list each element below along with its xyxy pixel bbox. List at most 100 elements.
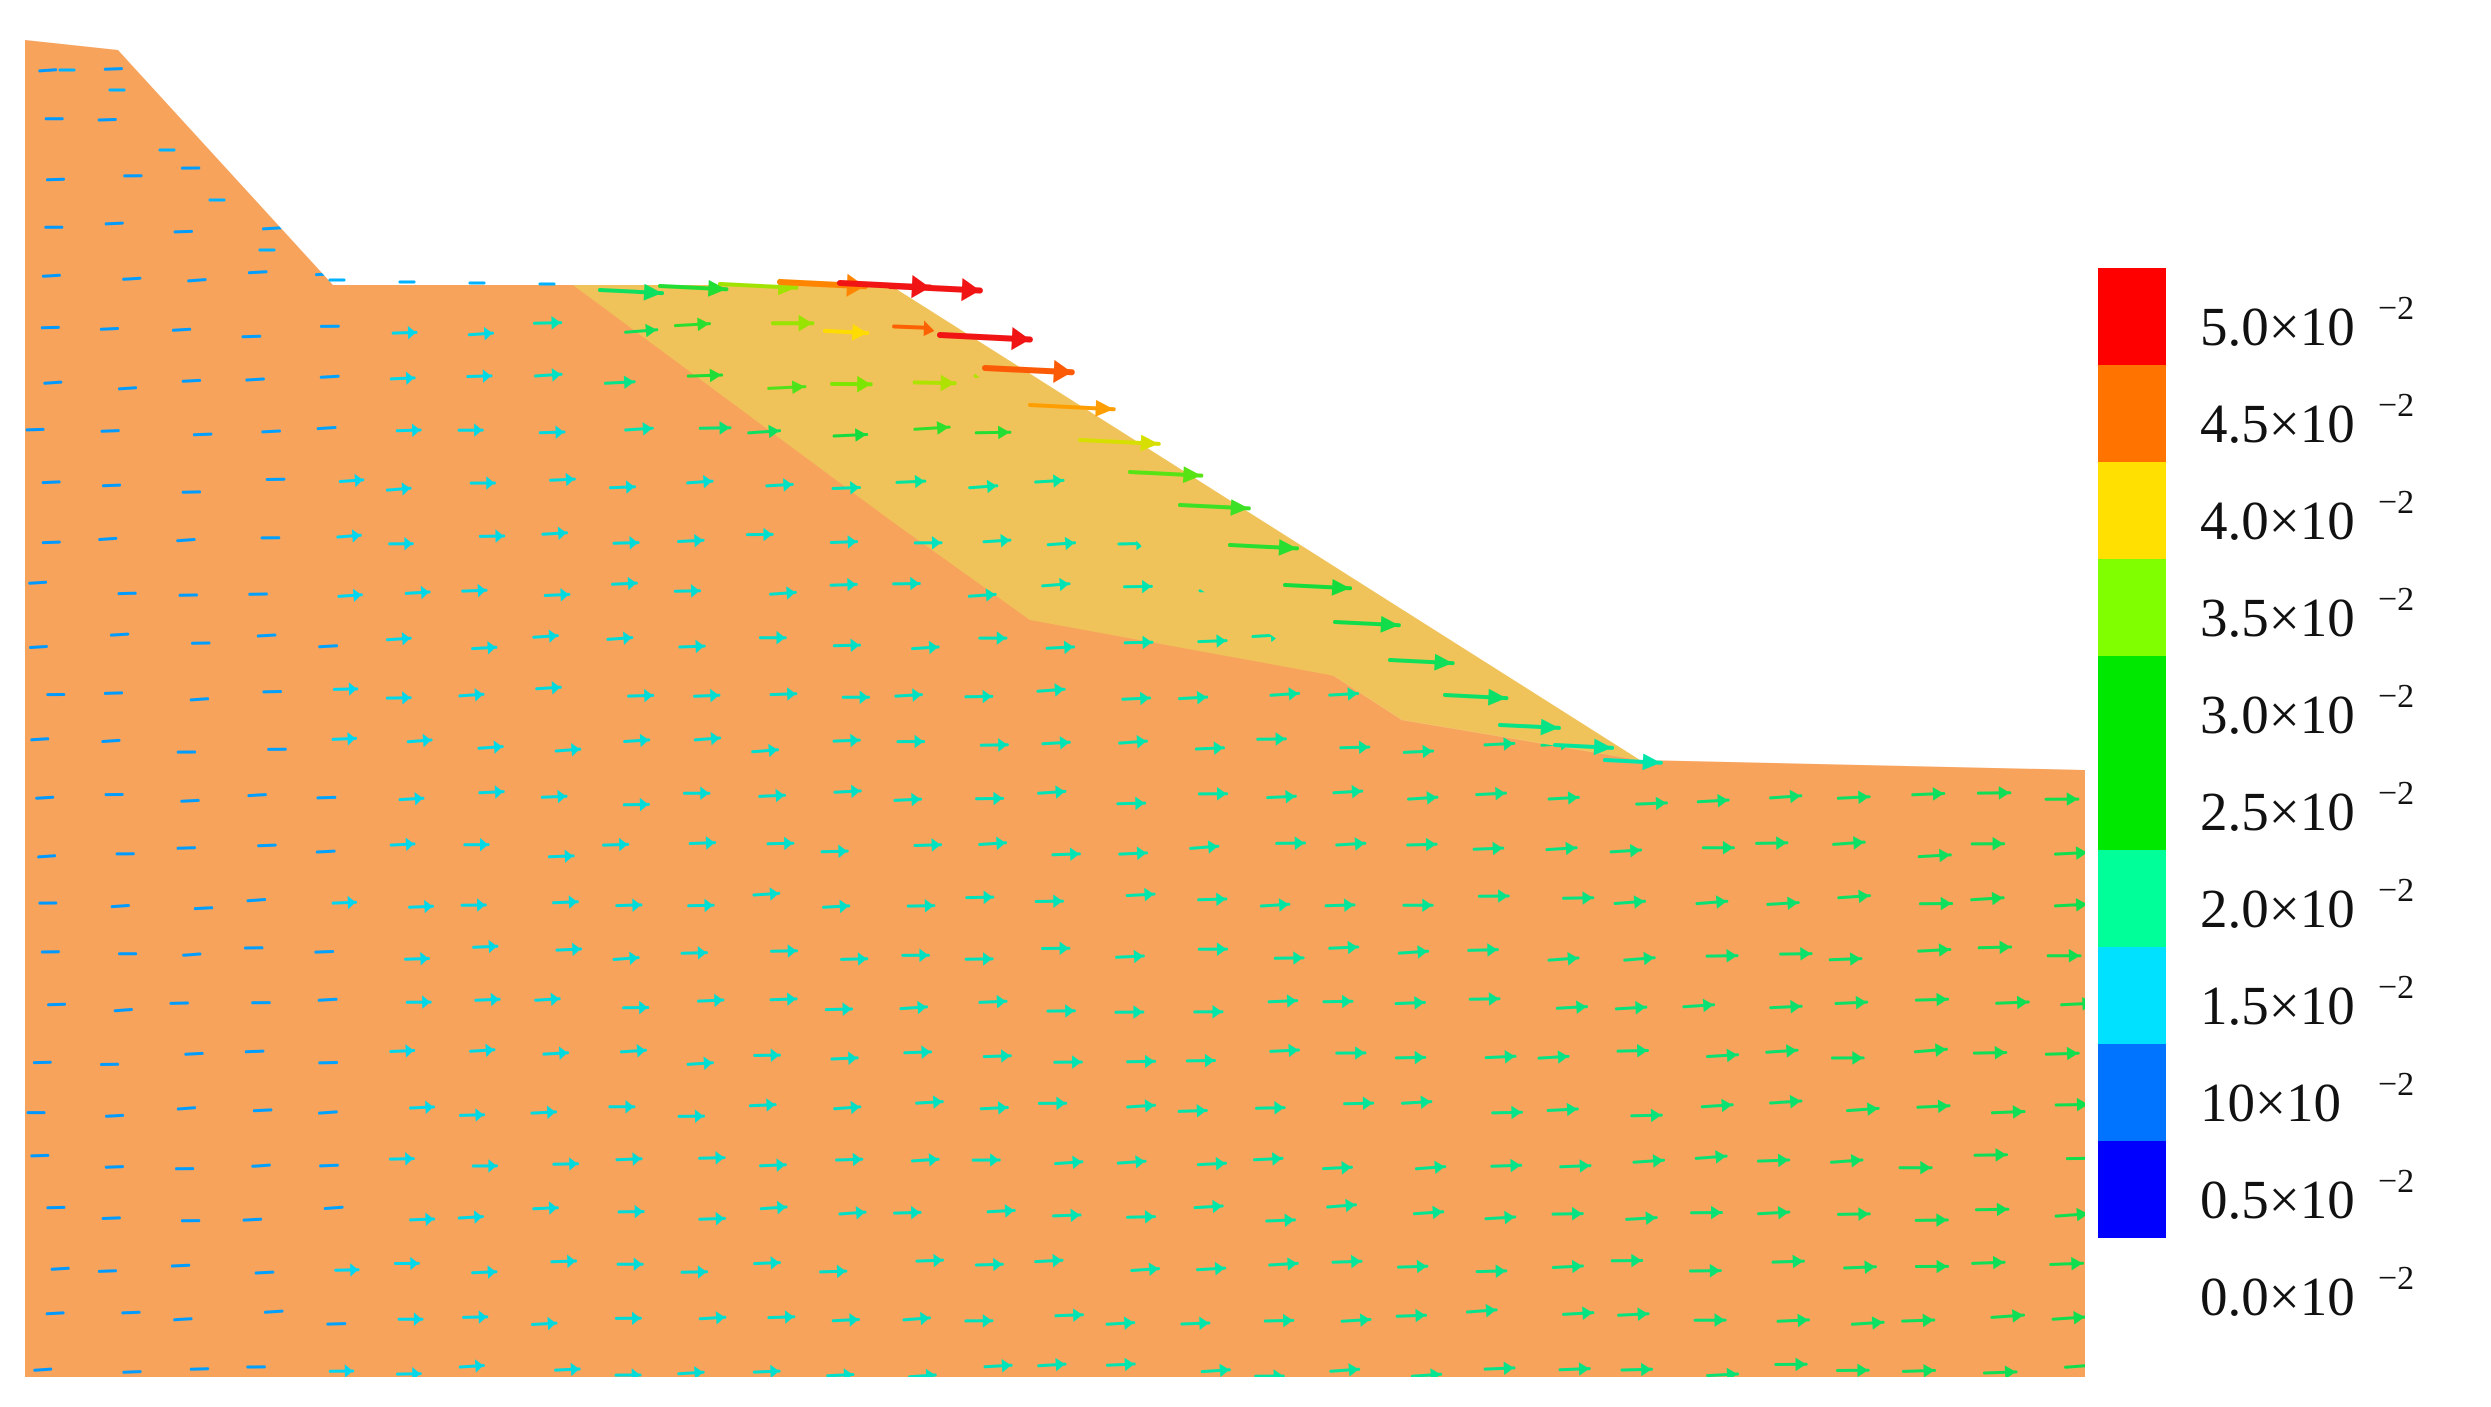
displacement-arrow — [1470, 329, 1502, 334]
arrow-head — [1347, 687, 1358, 701]
arrow-head — [708, 280, 727, 297]
displacement-arrow — [102, 483, 122, 488]
arrow-head — [847, 108, 857, 122]
arrow-head — [1789, 1094, 1801, 1109]
arrow-head — [798, 314, 813, 332]
arrow-head — [857, 952, 867, 966]
arrow-head — [921, 1045, 931, 1059]
sliding-mass-lower — [573, 285, 1640, 760]
arrow-head — [2003, 121, 2015, 136]
arrow-head — [1991, 891, 2004, 906]
arrow-head — [715, 1151, 725, 1165]
arrow-head — [1561, 423, 1572, 438]
displacement-arrow — [1193, 222, 1225, 229]
arrow-head — [488, 939, 497, 954]
arrow-head — [485, 1043, 494, 1058]
arrow-head — [1650, 1108, 1662, 1123]
arrow-head — [1936, 992, 1948, 1007]
displacement-arrow — [100, 429, 120, 433]
arrow-head — [483, 326, 493, 341]
arrow-head — [475, 268, 485, 282]
arrow-head — [990, 1153, 1000, 1167]
arrow-head — [1557, 1050, 1569, 1064]
displacement-arrow — [604, 272, 637, 278]
arrow-head — [645, 323, 657, 338]
arrow-head — [1293, 951, 1303, 965]
displacement-arrow — [1047, 330, 1092, 338]
arrow-head — [1798, 531, 1809, 546]
displacement-arrow — [2052, 119, 2085, 124]
arrow-head — [1631, 1253, 1642, 1268]
arrow-head — [1213, 741, 1224, 755]
arrow-head — [1715, 684, 1727, 698]
arrow-head — [2063, 638, 2076, 652]
arrow-head — [555, 425, 564, 439]
arrow-head — [412, 1367, 421, 1377]
arrow-head — [787, 992, 796, 1006]
arrow-head — [694, 1366, 704, 1377]
arrow-head — [413, 1312, 422, 1326]
displacement-arrow — [1341, 424, 1373, 429]
arrow-head — [1053, 359, 1072, 383]
arrow-head — [1642, 753, 1661, 771]
arrow-head — [425, 1100, 434, 1115]
arrow-head — [1941, 172, 1954, 187]
arrow-head — [1921, 684, 1933, 699]
arrow-head — [940, 374, 955, 392]
arrow-head — [1001, 1049, 1011, 1063]
displacement-arrow — [1546, 483, 1579, 488]
arrow-head — [1503, 737, 1514, 751]
arrow-head — [564, 849, 574, 863]
arrow-head — [1144, 1099, 1155, 1113]
arrow-head — [1182, 466, 1202, 484]
displacement-arrow — [1049, 382, 1091, 387]
legend-swatch — [2098, 462, 2166, 559]
arrow-head — [1196, 690, 1207, 705]
arrow-head — [1492, 841, 1503, 856]
arrow-head — [700, 786, 709, 800]
arrow-head — [1578, 1362, 1590, 1376]
displacement-arrow — [176, 846, 196, 850]
displacement-arrow — [104, 1165, 124, 1169]
legend-label: 2.0×10 — [2200, 878, 2355, 939]
arrow-head — [2066, 792, 2078, 806]
arrow-head — [642, 422, 653, 436]
arrow-head — [1136, 225, 1148, 240]
displacement-arrow — [1828, 125, 1863, 130]
arrow-head — [995, 272, 1010, 289]
displacement-arrow — [1777, 119, 1811, 124]
arrow-head — [1342, 994, 1352, 1009]
arrow-head — [557, 789, 566, 804]
arrow-head — [1930, 536, 1942, 551]
arrow-head — [1872, 69, 1883, 83]
arrow-head — [639, 733, 649, 748]
arrow-head — [917, 1000, 927, 1015]
arrow-head — [2067, 274, 2080, 289]
displacement-arrow — [252, 1108, 273, 1113]
arrow-head — [932, 1095, 943, 1109]
arrow-head — [633, 1257, 643, 1271]
displacement-arrow — [1917, 646, 1952, 651]
legend-label: 3.0×10 — [2200, 684, 2355, 745]
displacement-arrow — [315, 849, 336, 854]
arrow-head — [1420, 1095, 1431, 1109]
arrow-head — [488, 62, 497, 76]
arrow-head — [627, 576, 637, 591]
arrow-head — [848, 1051, 858, 1066]
displacement-arrow — [2065, 532, 2085, 536]
displacement-arrow — [1039, 216, 1075, 222]
arrow-head — [1851, 212, 1862, 226]
arrow-head — [775, 788, 785, 803]
displacement-arrow — [1180, 118, 1211, 124]
arrow-head — [1850, 1154, 1862, 1168]
arrow-head — [1572, 1206, 1583, 1221]
arrow-head — [1286, 994, 1297, 1008]
displacement-arrow — [1537, 223, 1570, 228]
arrow-head — [344, 213, 353, 228]
arrow-head — [2067, 379, 2079, 393]
displacement-arrow — [1268, 269, 1301, 274]
arrow-head — [1871, 1316, 1884, 1330]
arrow-head — [997, 1101, 1008, 1115]
arrow-head — [1799, 275, 1811, 289]
